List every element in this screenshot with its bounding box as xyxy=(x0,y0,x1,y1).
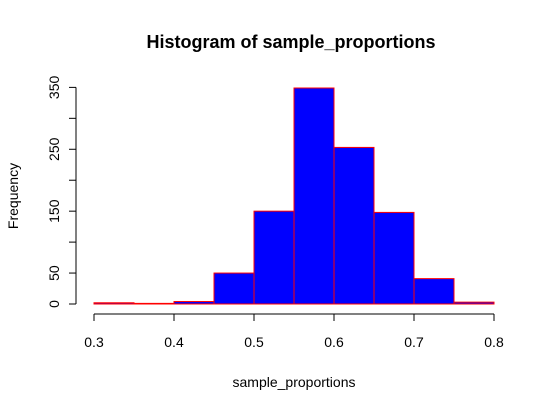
histogram-bar-0 xyxy=(93,302,135,305)
x-tick-label: 0.4 xyxy=(164,334,184,350)
x-axis-label: sample_proportions xyxy=(233,374,356,390)
y-tick-label: 250 xyxy=(46,137,62,161)
histogram-bar-6 xyxy=(333,146,375,305)
y-tick-label: 0 xyxy=(46,300,62,308)
histogram-bar-4 xyxy=(253,210,295,305)
y-axis: 0 50 150 250 350 xyxy=(46,75,77,308)
histogram-bar-7 xyxy=(373,211,415,305)
x-tick-label: 0.5 xyxy=(244,334,264,350)
histogram-bar-8 xyxy=(413,278,455,305)
chart-title: Histogram of sample_proportions xyxy=(146,32,435,52)
y-tick-label: 50 xyxy=(46,265,62,281)
histogram-bar-2 xyxy=(173,301,215,305)
histogram-bar-9 xyxy=(453,301,495,305)
x-tick-label: 0.6 xyxy=(324,334,344,350)
y-axis-label: Frequency xyxy=(5,163,21,229)
x-tick-label: 0.3 xyxy=(84,334,104,350)
y-tick-label: 350 xyxy=(46,75,62,99)
y-tick-label: 150 xyxy=(46,199,62,223)
x-tick-label: 0.8 xyxy=(484,334,504,350)
x-tick-label: 0.7 xyxy=(404,334,424,350)
histogram-bar-5 xyxy=(293,87,335,305)
histogram-bars xyxy=(93,87,495,305)
x-axis: 0.3 0.4 0.5 0.6 0.7 0.8 xyxy=(84,313,504,350)
histogram-bar-3 xyxy=(213,272,255,305)
histogram-bar-1 xyxy=(133,302,175,305)
